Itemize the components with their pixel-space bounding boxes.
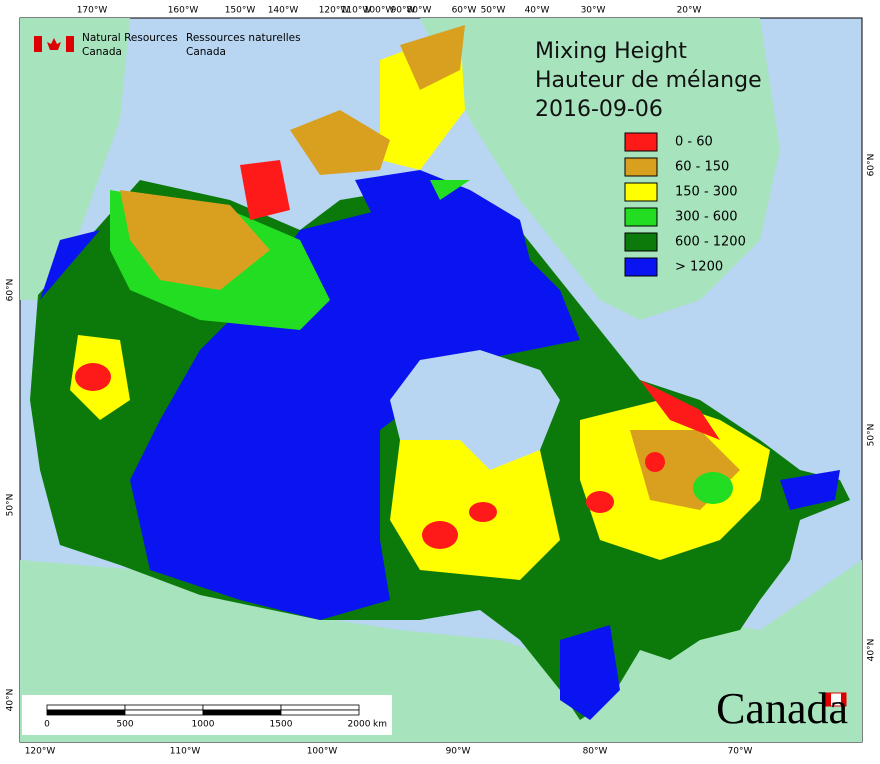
scale-segment <box>280 709 360 716</box>
lon-label: 100°W <box>307 747 338 757</box>
agency-en: Canada <box>82 46 122 58</box>
lon-label: 60°W <box>452 6 477 16</box>
zone-medium <box>693 472 733 504</box>
scale-label: 0 <box>44 720 50 730</box>
lat-label: 50°N <box>6 494 16 517</box>
legend-label: 150 - 300 <box>675 185 738 200</box>
zone-labrador <box>640 380 720 440</box>
scale-segment <box>46 704 126 711</box>
scale-segment <box>124 704 204 711</box>
scale-label: 1500 <box>270 720 293 730</box>
scale-segment <box>202 709 282 716</box>
hotspot <box>586 491 614 513</box>
lon-label: 150°W <box>225 6 256 16</box>
lon-label: 90°W <box>391 6 416 16</box>
legend-swatch <box>624 132 658 152</box>
lon-label: 160°W <box>168 6 199 16</box>
lat-label: 50°N <box>867 424 877 447</box>
agency-fr: Canada <box>186 46 226 58</box>
zone-arctic-low <box>400 25 465 90</box>
scale-segment <box>280 704 360 711</box>
agency-en: Natural Resources <box>82 32 178 44</box>
lon-label: 20°W <box>677 6 702 16</box>
lon-label: 140°W <box>268 6 299 16</box>
legend-label: > 1200 <box>675 260 723 275</box>
lat-label: 60°N <box>867 154 877 177</box>
lon-label: 80°W <box>583 747 608 757</box>
wordmark: Canada <box>716 684 848 733</box>
scale-bar: 0 500 1000 1500 2000 km <box>22 695 392 735</box>
hudson-bay <box>390 350 560 470</box>
scale-label: 500 <box>116 720 133 730</box>
flag-bar <box>34 36 42 52</box>
alaska <box>20 18 130 300</box>
zone-islands <box>290 110 390 175</box>
lon-label: 30°W <box>581 6 606 16</box>
legend-label: 60 - 150 <box>675 160 729 175</box>
legend-swatch <box>624 257 658 277</box>
zone-newfoundland <box>780 470 840 510</box>
map-title: Mixing Height <box>535 39 687 64</box>
legend: 0 - 60 60 - 150 150 - 300 300 - 600 600 - 12… <box>624 132 746 277</box>
wordmark-flag-bar <box>826 693 831 706</box>
legend-label: 300 - 600 <box>675 210 738 225</box>
lon-label: 100°W <box>364 6 395 16</box>
flag-bar <box>66 36 74 52</box>
lon-label: 40°W <box>525 6 550 16</box>
lat-label: 40°N <box>6 689 16 712</box>
wordmark-flag-bar <box>841 693 846 706</box>
scale-label: 1000 <box>192 720 215 730</box>
scale-segment <box>124 709 204 716</box>
zone-high-yukon <box>40 230 100 300</box>
lon-label: 50°W <box>481 6 506 16</box>
lon-label: 110°W <box>341 6 372 16</box>
legend-swatch <box>624 182 658 202</box>
graticule-labels: 170°W 160°W 150°W 140°W 120°W110°W100°W90°W8… <box>6 6 877 757</box>
maple-leaf <box>47 38 61 50</box>
scale-segment <box>46 709 126 716</box>
zone-medium-arctic <box>430 180 470 200</box>
legend-swatch <box>624 207 658 227</box>
title-block: Mixing Height Hauteur de mélange 2016-09-0… <box>535 39 762 122</box>
legend-label: 0 - 60 <box>675 135 713 150</box>
hotspot <box>422 521 458 549</box>
lon-label: 70°W <box>728 747 753 757</box>
scale-segment <box>202 704 282 711</box>
zone-high-arctic <box>355 170 530 260</box>
hotspot <box>645 452 665 472</box>
legend-label: 600 - 1200 <box>675 235 746 250</box>
legend-swatch <box>624 232 658 252</box>
lat-label: 60°N <box>6 279 16 302</box>
legend-swatch <box>624 157 658 177</box>
zone-low-north <box>120 190 270 290</box>
greenland <box>420 18 780 320</box>
agency-fr: Ressources naturelles <box>186 32 301 44</box>
lat-label: 40°N <box>867 639 877 662</box>
zone-very-low-arctic <box>240 160 290 220</box>
scale-unit: km <box>373 720 387 730</box>
lon-label: 110°W <box>170 747 201 757</box>
scale-label: 2000 <box>348 720 371 730</box>
lon-label: 120°W <box>319 6 350 16</box>
zone-high <box>130 200 580 620</box>
lon-label: 170°W <box>77 6 108 16</box>
map-title: 2016-09-06 <box>535 97 663 122</box>
zone-southern-ontario <box>560 625 620 720</box>
map-title: Hauteur de mélange <box>535 68 762 93</box>
lon-label: 80°W <box>407 6 432 16</box>
hotspot <box>75 363 111 391</box>
lon-label: 90°W <box>446 747 471 757</box>
lon-label: 120°W <box>25 747 56 757</box>
hotspot <box>469 502 497 522</box>
